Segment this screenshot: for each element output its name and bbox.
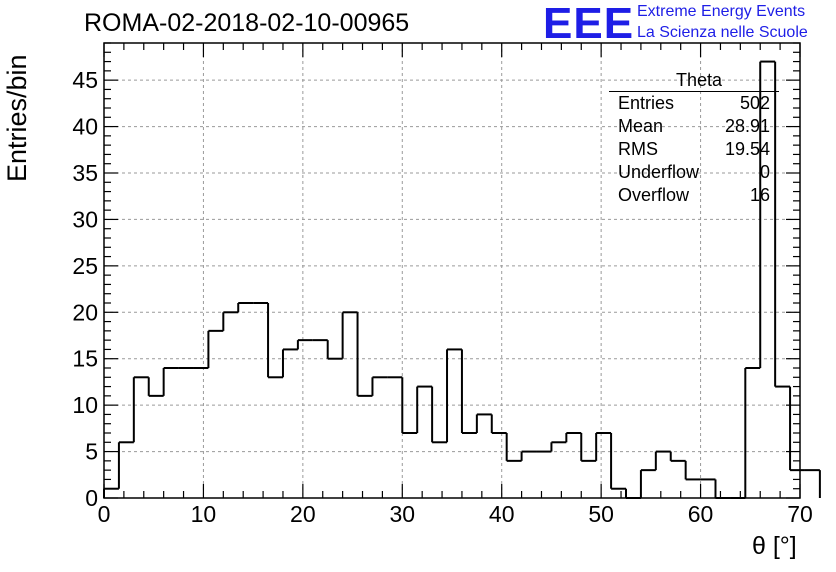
y-axis-label: Entries/bin (2, 54, 32, 182)
y-tick-label: 30 (72, 206, 98, 232)
logo-line-2: La Scienza nelle Scuole (637, 24, 808, 41)
y-tick-label: 45 (72, 67, 98, 93)
y-tick-label: 25 (72, 253, 98, 279)
x-tick-label: 10 (191, 501, 217, 527)
y-tick-label: 0 (85, 485, 98, 511)
stats-value: 28.91 (724, 116, 770, 136)
x-tick-label: 40 (489, 501, 515, 527)
stats-value: 502 (739, 93, 770, 113)
stats-label: RMS (618, 139, 658, 159)
plot-frame (103, 42, 801, 499)
y-tick-label: 5 (85, 439, 98, 465)
stats-row-rms: RMS 19.54 (609, 138, 779, 161)
stats-box: Theta Entries 502 Mean 28.91 RMS 19.54 U… (609, 70, 779, 207)
logo-line-1: Extreme Energy Events (637, 3, 806, 20)
y-tick-label: 35 (72, 160, 98, 186)
stats-value: 16 (749, 185, 770, 205)
x-tick-label: 50 (588, 501, 614, 527)
stats-row-mean: Mean 28.91 (609, 115, 779, 138)
stats-row-underflow: Underflow 0 (609, 161, 779, 184)
stats-label: Underflow (618, 162, 700, 182)
stats-value: 19.54 (724, 139, 770, 159)
stats-row-overflow: Overflow 16 (609, 184, 779, 207)
x-axis-label: θ [°] (752, 532, 797, 560)
x-tick-label: 70 (787, 501, 813, 527)
stats-label: Mean (618, 116, 664, 136)
stats-label: Overflow (618, 185, 690, 205)
x-tick-label: 30 (389, 501, 415, 527)
stats-title: Theta (609, 70, 779, 92)
stats-value: 0 (759, 162, 770, 182)
y-tick-label: 20 (72, 299, 98, 325)
x-tick-label: 20 (290, 501, 316, 527)
run-title: ROMA-02-2018-02-10-00965 (84, 9, 410, 37)
x-tick-label: 60 (688, 501, 714, 527)
stats-row-entries: Entries 502 (609, 92, 779, 115)
x-tick-label: 0 (98, 501, 111, 527)
eee-logo: EEE (543, 0, 635, 48)
y-tick-label: 40 (72, 114, 98, 140)
y-tick-label: 15 (72, 346, 98, 372)
stats-label: Entries (618, 93, 675, 113)
y-tick-label: 10 (72, 392, 98, 418)
